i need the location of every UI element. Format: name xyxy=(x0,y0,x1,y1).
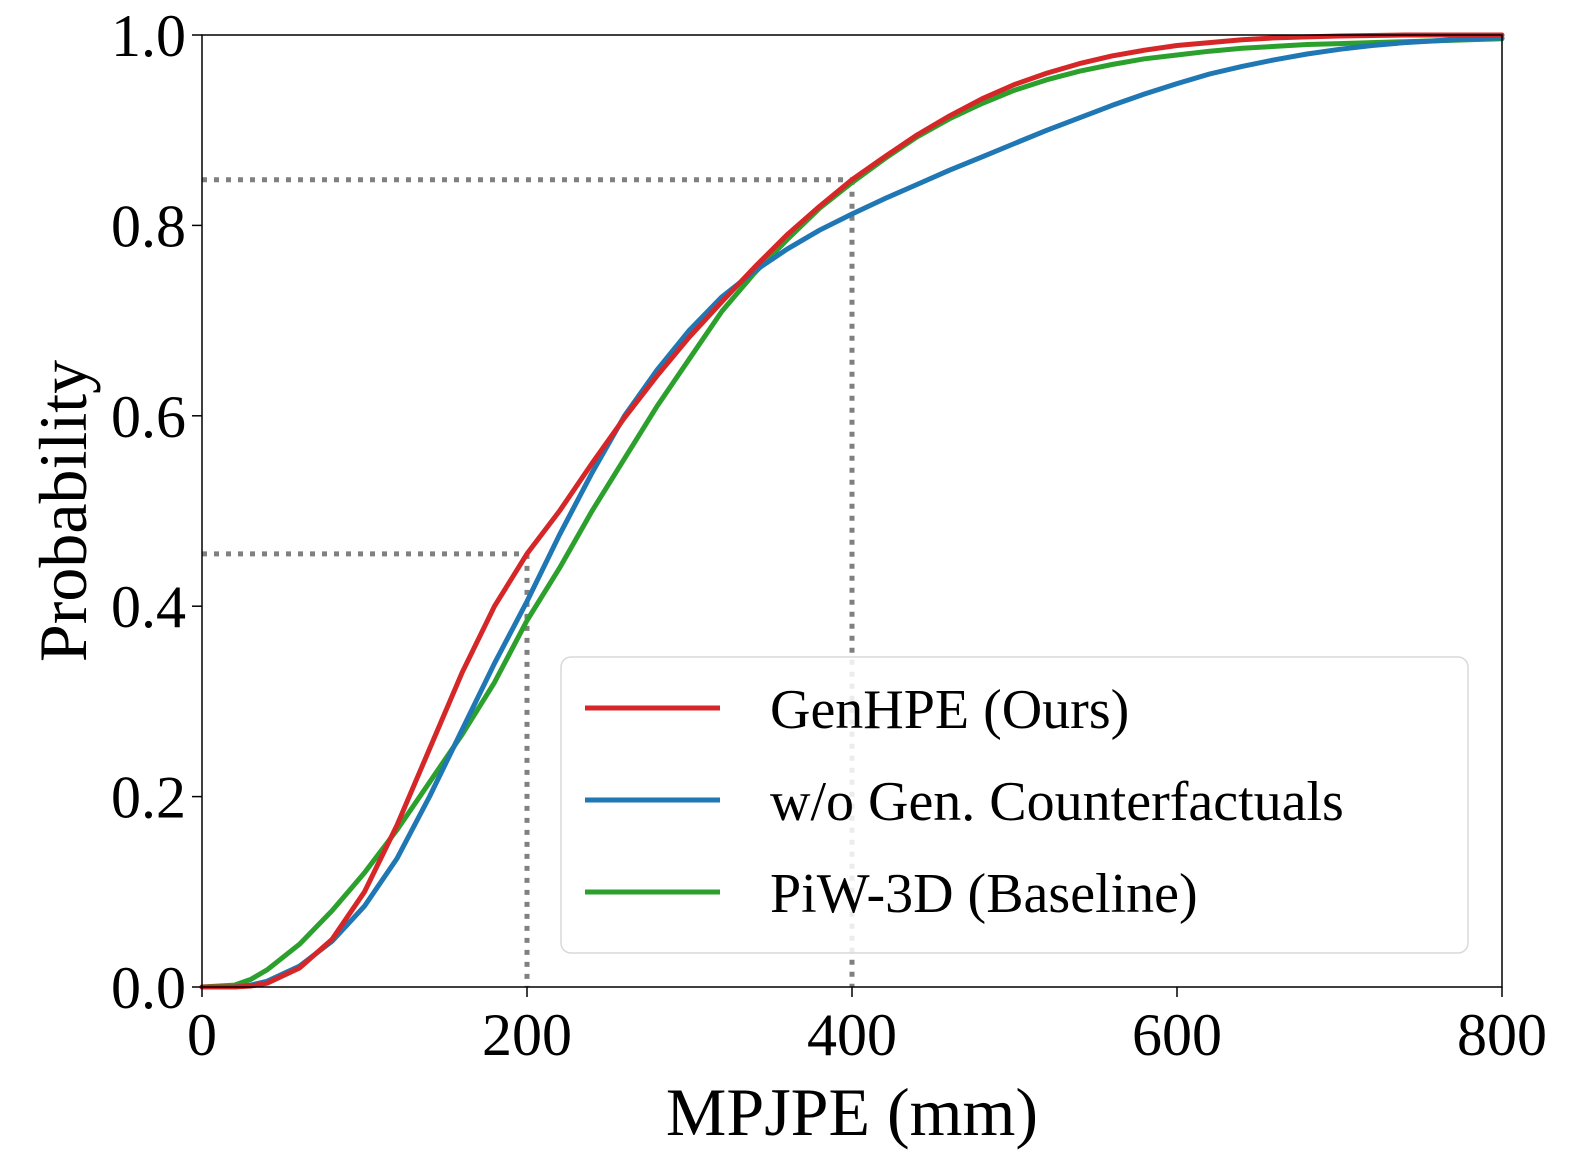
y-axis-label: Probability xyxy=(25,360,101,662)
legend: GenHPE (Ours) w/o Gen. Counterfactuals P… xyxy=(560,656,1469,954)
x-tick-label: 600 xyxy=(1132,1002,1222,1068)
series-line-genhpe-ours xyxy=(199,32,1505,990)
y-tick-label: 0.8 xyxy=(111,193,186,259)
series-line-w-o-gen-counterfactuals xyxy=(199,35,1505,990)
y-tick-label: 0.0 xyxy=(111,955,186,1021)
y-tick-label: 0.6 xyxy=(111,384,186,450)
legend-label-wo-gen-counterfactuals: w/o Gen. Counterfactuals xyxy=(770,771,1344,833)
x-tick-label: 800 xyxy=(1457,1002,1547,1068)
x-tick-label: 400 xyxy=(807,1002,897,1068)
x-axis-label: MPJPE (mm) xyxy=(666,1074,1038,1150)
y-tick-label: 1.0 xyxy=(111,3,186,69)
y-tick-label: 0.2 xyxy=(111,765,186,831)
legend-box xyxy=(560,656,1469,954)
x-tick-label: 0 xyxy=(187,1002,217,1068)
legend-label-genhpe: GenHPE (Ours) xyxy=(770,679,1129,741)
y-tick-label: 0.4 xyxy=(111,574,186,640)
x-tick-label: 200 xyxy=(482,1002,572,1068)
axis-ticks: 0 200 400 600 800 0.0 0.2 0.4 0.6 0.8 1.0 xyxy=(111,3,1547,1068)
series-lines xyxy=(199,32,1505,990)
legend-label-piw-3d: PiW-3D (Baseline) xyxy=(770,863,1198,925)
